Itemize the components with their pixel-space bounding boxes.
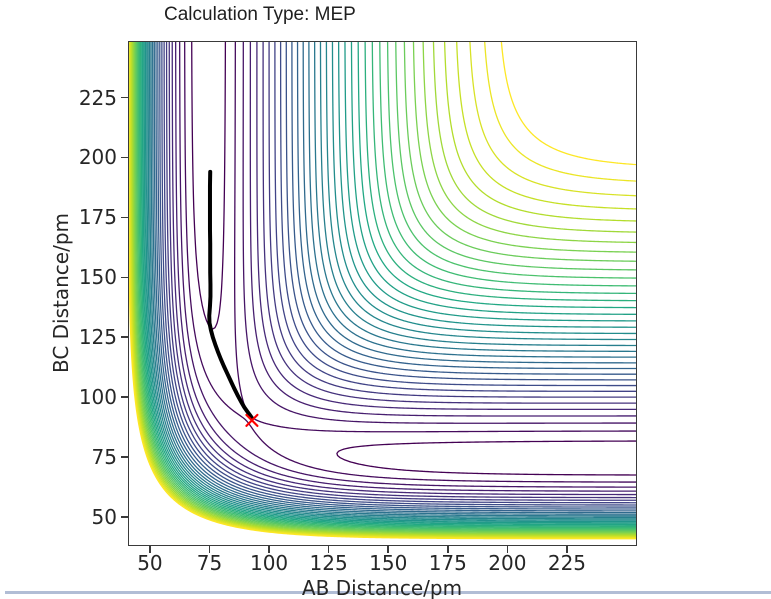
x-tick-label: 75 [196, 551, 223, 575]
y-tick-label: 100 [78, 385, 117, 410]
x-tick-label: 125 [309, 551, 348, 575]
x-tick-mark [208, 546, 211, 553]
x-axis-label: AB Distance/pm [301, 576, 463, 599]
y-tick-mark [121, 216, 128, 219]
y-tick-mark [121, 96, 128, 99]
x-tick-label: 175 [428, 551, 467, 575]
page-title: Calculation Type: MEP [164, 4, 356, 25]
y-tick-mark [121, 156, 128, 159]
y-tick-label: 50 [91, 504, 117, 529]
y-tick-mark [121, 336, 128, 338]
window-divider [5, 591, 771, 594]
y-axis-label: BC Distance/pm [49, 212, 73, 374]
y-tick-mark [121, 456, 128, 458]
x-tick-label: 150 [369, 551, 408, 575]
x-tick-mark [327, 546, 330, 553]
x-tick-mark [447, 546, 449, 553]
y-tick-label: 200 [78, 145, 117, 170]
x-tick-label: 225 [547, 551, 587, 575]
x-tick-mark [268, 546, 270, 553]
y-tick-mark [121, 516, 128, 518]
y-tick-label: 225 [78, 85, 117, 110]
x-tick-label: 100 [249, 551, 289, 575]
plot-area [128, 41, 637, 546]
x-tick-mark [566, 546, 568, 553]
x-tick-mark [387, 546, 389, 553]
x-tick-mark [149, 546, 151, 553]
y-tick-label: 75 [91, 445, 117, 470]
x-tick-label: 50 [137, 551, 163, 575]
x-tick-label: 200 [488, 551, 527, 575]
contour-canvas [128, 41, 637, 546]
y-tick-mark [121, 396, 128, 398]
x-tick-mark [506, 546, 509, 553]
y-tick-mark [121, 276, 128, 279]
